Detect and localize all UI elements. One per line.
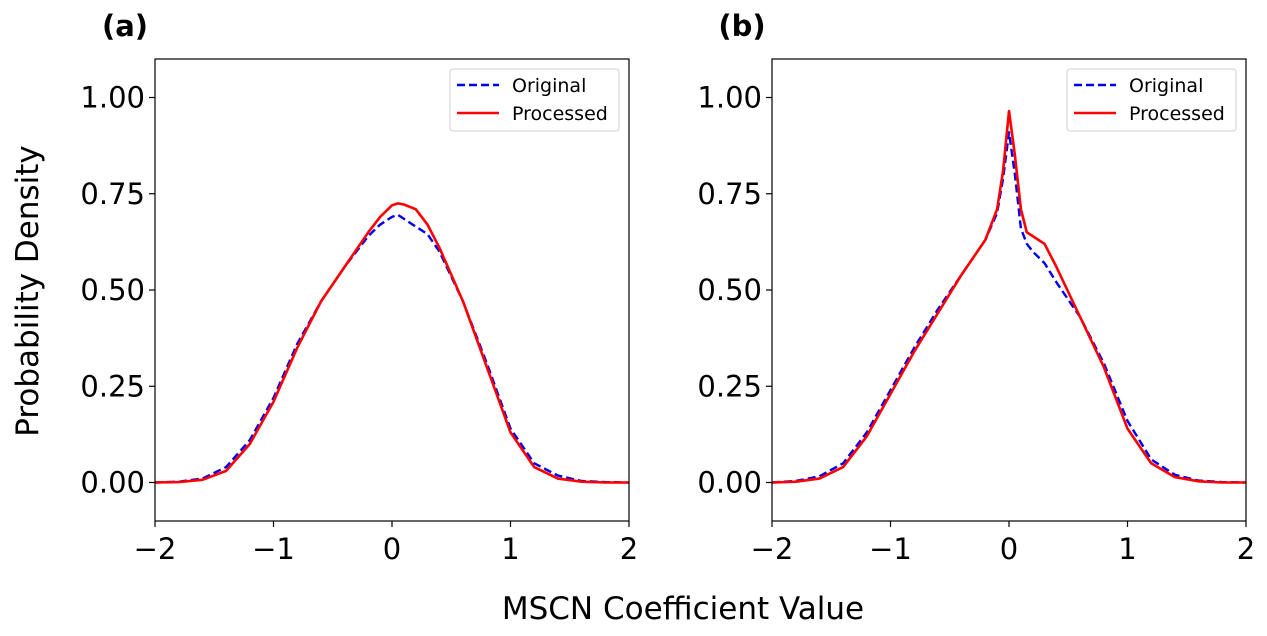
y-tick-label: 1.00 bbox=[80, 81, 145, 115]
y-axis-title: Probability Density bbox=[10, 145, 46, 437]
y-tick-label: 0.50 bbox=[697, 273, 762, 307]
y-tick-label: 0.75 bbox=[697, 177, 762, 211]
series-line-processed bbox=[154, 202, 629, 484]
panel-b: (b) −2 −1 0 1 2 0.00 0.25 0.50 0.75 1.00 Original Pr… bbox=[697, 9, 1255, 566]
x-tick-label: 1 bbox=[501, 532, 519, 566]
legend-box bbox=[1066, 68, 1237, 132]
y-tick-label: 0.50 bbox=[80, 273, 145, 307]
x-axis-title: MSCN Coefficient Value bbox=[502, 591, 864, 627]
series-line-processed bbox=[771, 109, 1246, 484]
y-tick-label: 0.25 bbox=[80, 369, 145, 403]
panel-label-a: (a) bbox=[102, 9, 148, 43]
x-tick-label: 0 bbox=[1000, 532, 1018, 566]
legend-label-original: Original bbox=[1129, 75, 1203, 97]
y-tick-label: 1.00 bbox=[697, 81, 762, 115]
x-tick-label: −1 bbox=[869, 532, 912, 566]
panel-label-b: (b) bbox=[718, 9, 765, 43]
x-tick-label: 1 bbox=[1118, 532, 1136, 566]
series-line-original bbox=[771, 130, 1247, 484]
x-tick-label: −2 bbox=[751, 532, 794, 566]
legend-label-processed: Processed bbox=[1129, 103, 1225, 125]
y-tick-label: 0.25 bbox=[697, 369, 762, 403]
legend: Original Processed bbox=[1066, 68, 1237, 132]
y-tick-label: 0.00 bbox=[80, 466, 145, 500]
y-tick-label: 0.75 bbox=[80, 177, 145, 211]
x-tick-label: 2 bbox=[1237, 532, 1255, 566]
panel-a: (a) −2 −1 0 1 2 0.00 0.25 0.50 0.75 1.00 Original Pr… bbox=[80, 9, 638, 566]
x-tick-label: −2 bbox=[134, 532, 177, 566]
legend: Original Processed bbox=[449, 68, 620, 132]
x-tick-label: 0 bbox=[383, 532, 401, 566]
legend-label-processed: Processed bbox=[512, 103, 608, 125]
series-line-original bbox=[154, 213, 630, 484]
x-tick-label: −1 bbox=[252, 532, 295, 566]
legend-box bbox=[449, 68, 620, 132]
y-tick-label: 0.00 bbox=[697, 466, 762, 500]
legend-label-original: Original bbox=[512, 75, 586, 97]
x-tick-label: 2 bbox=[620, 532, 638, 566]
